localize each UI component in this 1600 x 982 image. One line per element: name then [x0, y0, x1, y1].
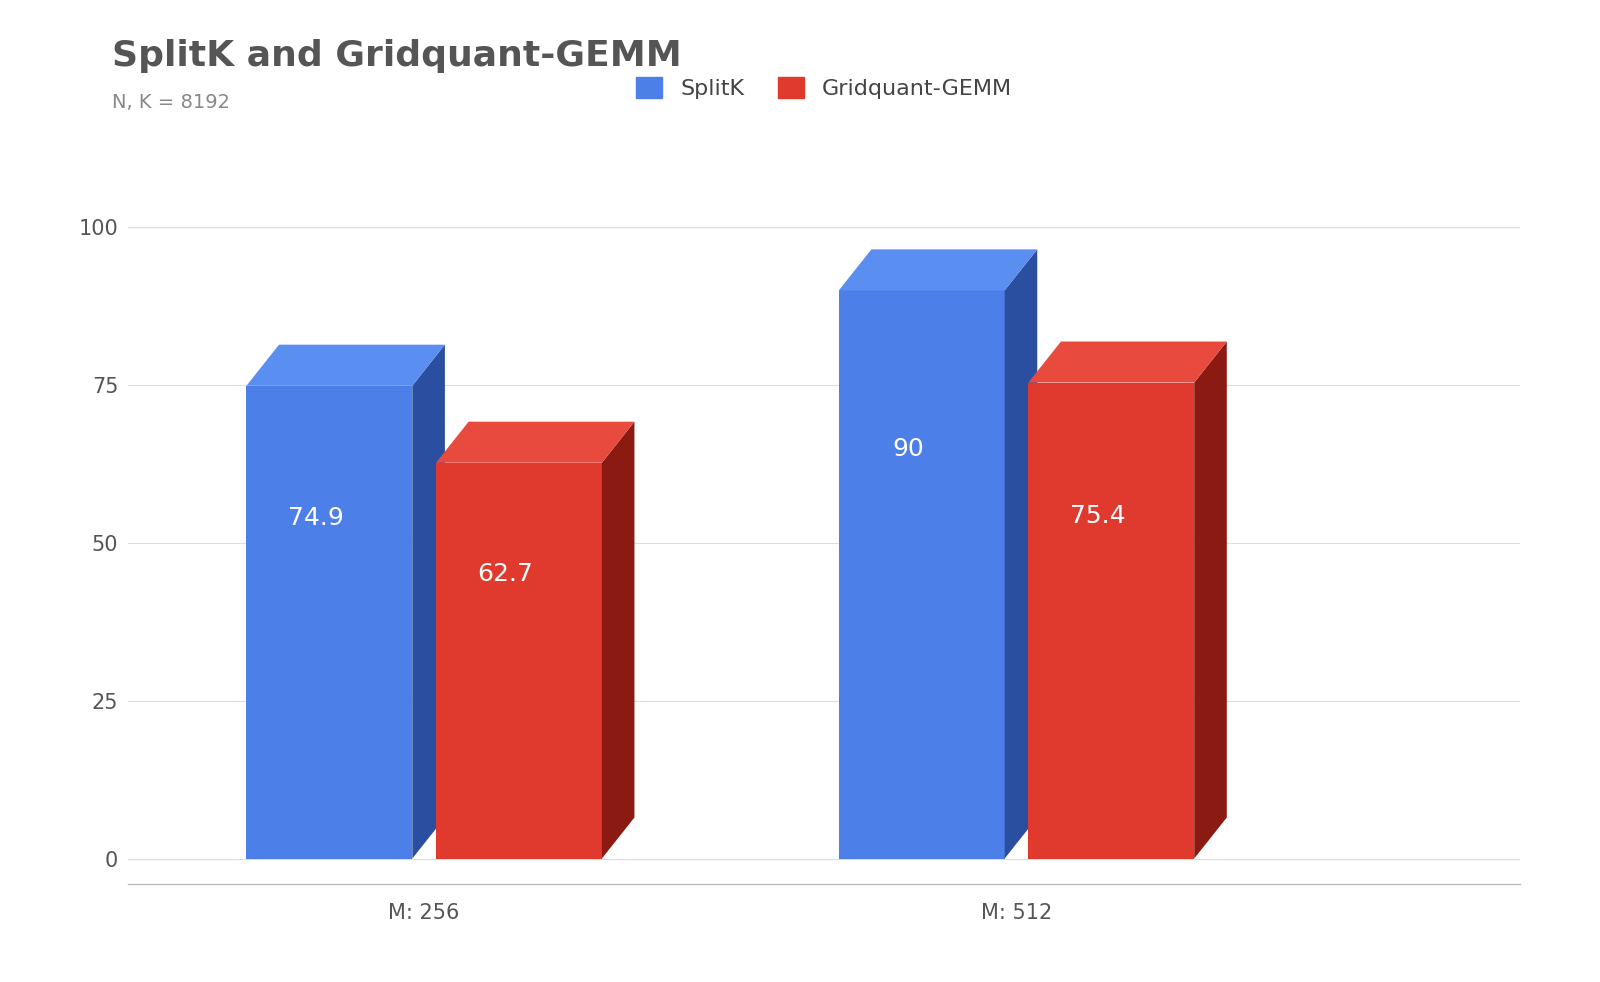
Polygon shape: [838, 291, 1005, 858]
Text: N, K = 8192: N, K = 8192: [112, 93, 230, 112]
Text: 74.9: 74.9: [288, 506, 344, 530]
Text: 62.7: 62.7: [478, 562, 534, 585]
Polygon shape: [437, 463, 602, 858]
Polygon shape: [246, 386, 413, 858]
Polygon shape: [1029, 342, 1227, 383]
Polygon shape: [1194, 342, 1227, 858]
Polygon shape: [246, 345, 445, 386]
Polygon shape: [602, 421, 635, 858]
Polygon shape: [1005, 249, 1037, 858]
Polygon shape: [1029, 383, 1194, 858]
Polygon shape: [838, 249, 1037, 291]
Text: 75.4: 75.4: [1070, 504, 1126, 528]
Polygon shape: [413, 345, 445, 858]
Polygon shape: [437, 421, 635, 463]
Legend: SplitK, Gridquant-GEMM: SplitK, Gridquant-GEMM: [627, 68, 1021, 108]
Text: SplitK and Gridquant-GEMM: SplitK and Gridquant-GEMM: [112, 39, 682, 74]
Text: 90: 90: [893, 437, 925, 462]
